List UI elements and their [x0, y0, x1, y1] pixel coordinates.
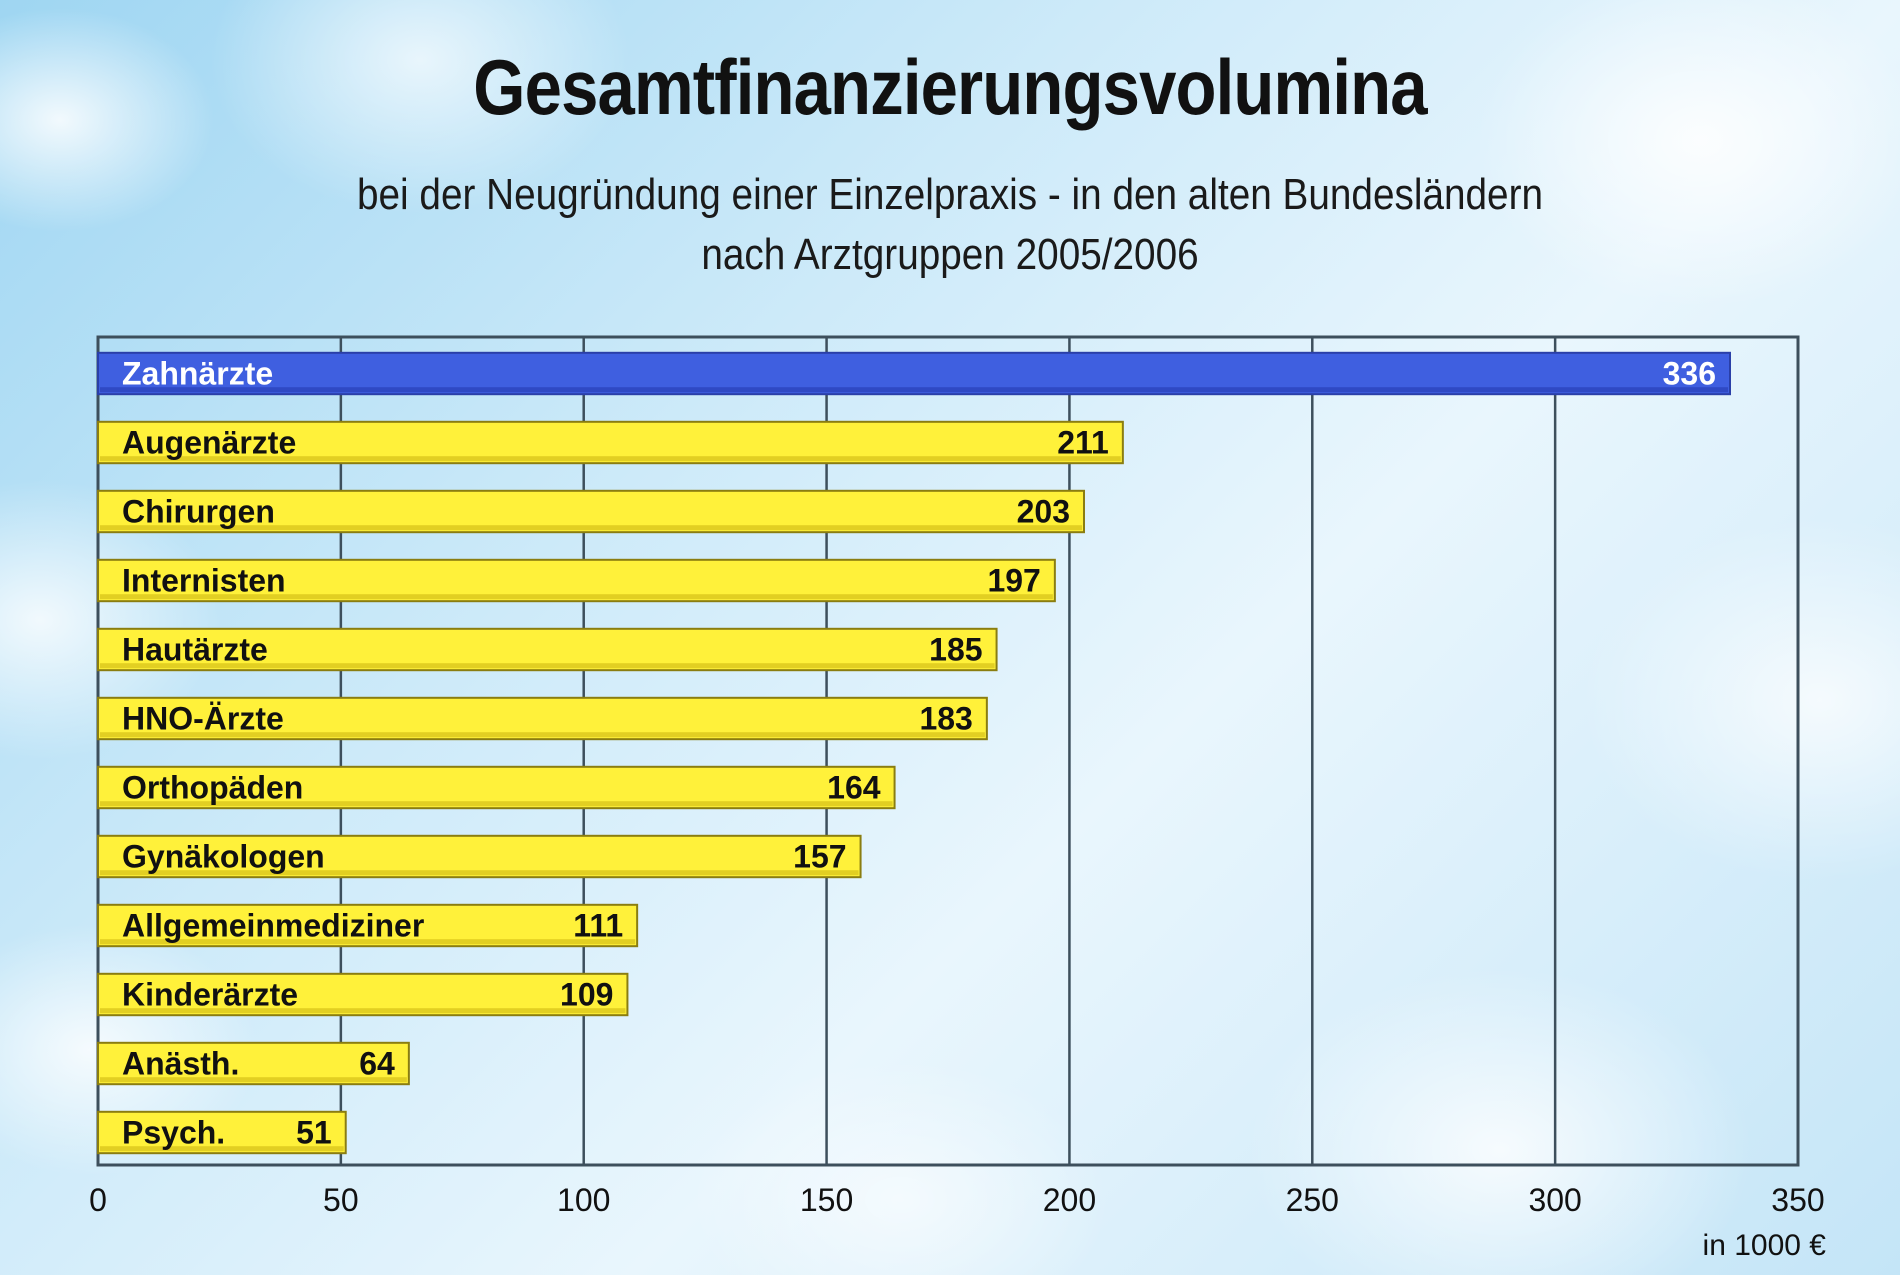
bar-value-7: 157	[793, 839, 846, 875]
bar-value-8: 111	[573, 908, 623, 944]
bar-shadow-8	[100, 939, 636, 945]
x-axis-ticks: 0 50 100 150 200 250 300 350	[89, 1182, 1825, 1218]
bar-label-10: Anästh.	[122, 1046, 239, 1082]
bars: Zahnärzte 336 Augenärzte 211 Chirurgen 203 Int…	[97, 351, 1731, 1155]
bar-value-6: 164	[827, 770, 881, 806]
bar-label-11: Psych.	[122, 1115, 225, 1151]
bar-value-4: 185	[929, 632, 982, 668]
chart-title: Gesamtfinanzierungsvolumina	[473, 43, 1427, 131]
bar-value-9: 109	[560, 977, 613, 1013]
bar-label-2: Chirurgen	[122, 494, 275, 530]
x-tick-label-150: 150	[800, 1182, 853, 1218]
bar-value-1: 211	[1057, 425, 1109, 461]
bar-value-3: 197	[987, 563, 1040, 599]
x-axis-unit-label: in 1000 €	[1703, 1229, 1827, 1262]
x-tick-label-0: 0	[89, 1182, 107, 1218]
bar-label-9: Kinderärzte	[122, 977, 298, 1013]
bar-label-7: Gynäkologen	[122, 839, 325, 875]
chart-subtitle-line-2: nach Arztgruppen 2005/2006	[701, 230, 1199, 279]
chart-subtitle-line-1: bei der Neugründung einer Einzelpraxis -…	[356, 170, 1544, 219]
grid-lines	[96, 335, 1800, 1167]
bar-shadow-2	[100, 525, 1082, 531]
bar-shadow-3	[100, 594, 1053, 600]
bar-shadow-0	[100, 387, 1728, 393]
bar-shadow-6	[100, 801, 893, 807]
bar-shadow-9	[100, 1008, 626, 1014]
bar-label-8: Allgemeinmediziner	[122, 908, 424, 944]
bar-value-5: 183	[919, 701, 972, 737]
bar-shadow-7	[100, 870, 859, 876]
bar-shadow-11	[100, 1146, 344, 1152]
bar-label-6: Orthopäden	[122, 770, 303, 806]
x-tick-label-100: 100	[557, 1182, 610, 1218]
bar-label-3: Internisten	[122, 563, 286, 599]
bar-value-2: 203	[1017, 494, 1070, 530]
bar-value-11: 51	[296, 1115, 332, 1151]
bar-label-5: HNO-Ärzte	[122, 701, 284, 737]
bar-label-4: Hautärzte	[122, 632, 268, 668]
bar-label-0: Zahnärzte	[122, 356, 273, 392]
bar-shadow-10	[100, 1077, 407, 1083]
x-tick-label-300: 300	[1528, 1182, 1581, 1218]
plot-frame	[96, 335, 1800, 1167]
x-tick-label-250: 250	[1286, 1182, 1339, 1218]
x-tick-label-200: 200	[1043, 1182, 1096, 1218]
x-tick-label-50: 50	[323, 1182, 359, 1218]
bar-shadow-5	[100, 732, 985, 738]
bar-shadow-4	[100, 663, 995, 669]
x-tick-label-350: 350	[1771, 1182, 1824, 1218]
bar-shadow-1	[100, 456, 1121, 462]
bar-value-10: 64	[359, 1046, 395, 1082]
bar-value-0: 336	[1663, 356, 1716, 392]
bar-label-1: Augenärzte	[122, 425, 296, 461]
